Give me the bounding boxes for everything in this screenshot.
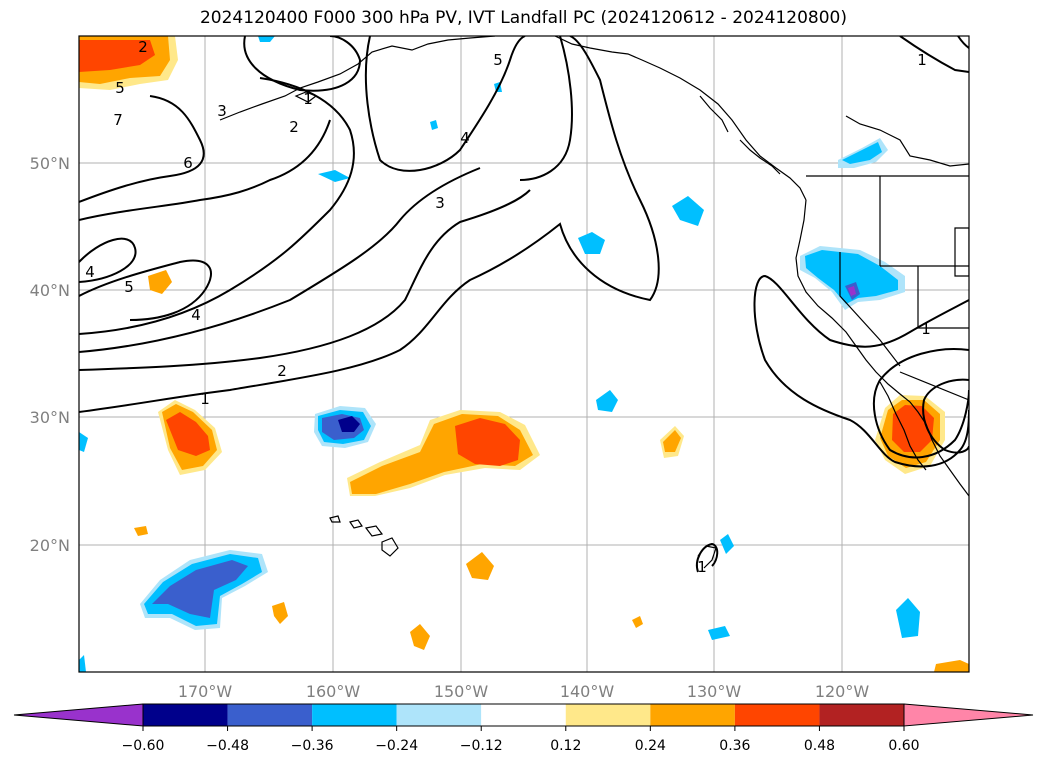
lat-label: 40°N	[30, 281, 70, 300]
filled-anomalies	[79, 36, 969, 672]
colorbar-tick-label: 0.48	[804, 738, 835, 754]
contour-label: 2	[289, 118, 299, 136]
contour-label: 6	[183, 154, 193, 172]
lon-label: 130°W	[687, 682, 742, 701]
colorbar-segment	[227, 704, 313, 726]
colorbar-tick-label: 0.12	[550, 738, 581, 754]
lon-label: 120°W	[815, 682, 870, 701]
colorbar-tick-label: 0.36	[719, 738, 750, 754]
lon-label: 170°W	[178, 682, 233, 701]
pv-contours	[79, 36, 969, 573]
colorbar-segment	[650, 704, 735, 726]
contour-label: 4	[191, 306, 201, 324]
lat-label: 20°N	[30, 536, 70, 555]
contour-label: 1	[921, 320, 931, 338]
longitude-labels: 170°W 160°W 150°W 140°W 130°W 120°W	[178, 682, 870, 701]
colorbar-extend-low	[13, 703, 144, 727]
lat-label: 50°N	[30, 154, 70, 173]
colorbar-segment	[734, 704, 820, 726]
coastlines	[219, 36, 969, 569]
contour-label: 3	[217, 102, 227, 120]
contour-label: 1	[200, 390, 210, 408]
lat-label: 30°N	[30, 408, 70, 427]
colorbar-tick-label: 0.24	[635, 738, 666, 754]
contour-label: 4	[460, 129, 470, 147]
contour-label: 1	[917, 51, 927, 69]
contour-label: 5	[493, 51, 503, 69]
contour-label: 3	[435, 194, 445, 212]
contour-label: 7	[113, 111, 123, 129]
colorbar-segment	[819, 704, 904, 726]
lon-label: 140°W	[560, 682, 615, 701]
latitude-labels: 50°N 40°N 30°N 20°N	[30, 154, 70, 555]
colorbar: −0.60 −0.48 −0.36 −0.24 −0.12 0.12 0.24 0.36 0.4…	[13, 703, 1034, 754]
lon-label: 150°W	[434, 682, 489, 701]
colorbar-extend-high	[903, 703, 1034, 727]
colorbar-tick-label: −0.24	[375, 738, 418, 754]
colorbar-segment	[481, 704, 566, 726]
contour-label: 2	[138, 38, 148, 56]
lon-label: 160°W	[306, 682, 361, 701]
colorbar-tick-label: −0.48	[206, 738, 249, 754]
contour-label: 1	[697, 558, 707, 576]
contour-labels: 2 5 7 6 3 2 1 4 5 3 4 5 4 2 1 1 1 1	[85, 38, 931, 576]
colorbar-segment	[396, 704, 482, 726]
colorbar-segment	[565, 704, 651, 726]
contour-label: 5	[124, 278, 134, 296]
colorbar-segment	[143, 704, 228, 726]
contour-label: 1	[303, 90, 313, 108]
contour-label: 4	[85, 263, 95, 281]
colorbar-tick-label: −0.12	[460, 738, 503, 754]
contour-label: 2	[277, 362, 287, 380]
page-title: 2024120400 F000 300 hPa PV, IVT Landfall…	[199, 8, 847, 28]
contour-label: 5	[115, 79, 125, 97]
colorbar-segment	[312, 704, 397, 726]
colorbar-tick-label: −0.36	[291, 738, 334, 754]
colorbar-tick-label: −0.60	[122, 738, 165, 754]
colorbar-tick-label: 0.60	[888, 738, 919, 754]
map-frame	[78, 35, 970, 673]
